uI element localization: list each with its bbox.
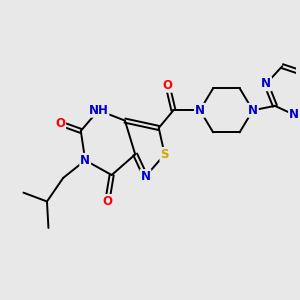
Text: N: N — [80, 154, 90, 167]
Text: N: N — [248, 104, 258, 117]
Text: N: N — [140, 170, 151, 183]
Text: O: O — [55, 117, 65, 130]
Text: N: N — [289, 108, 299, 121]
Text: O: O — [102, 195, 112, 208]
Text: NH: NH — [88, 104, 108, 117]
Text: N: N — [261, 77, 271, 90]
Text: O: O — [163, 79, 172, 92]
Text: S: S — [160, 148, 169, 161]
Text: N: N — [195, 104, 205, 117]
